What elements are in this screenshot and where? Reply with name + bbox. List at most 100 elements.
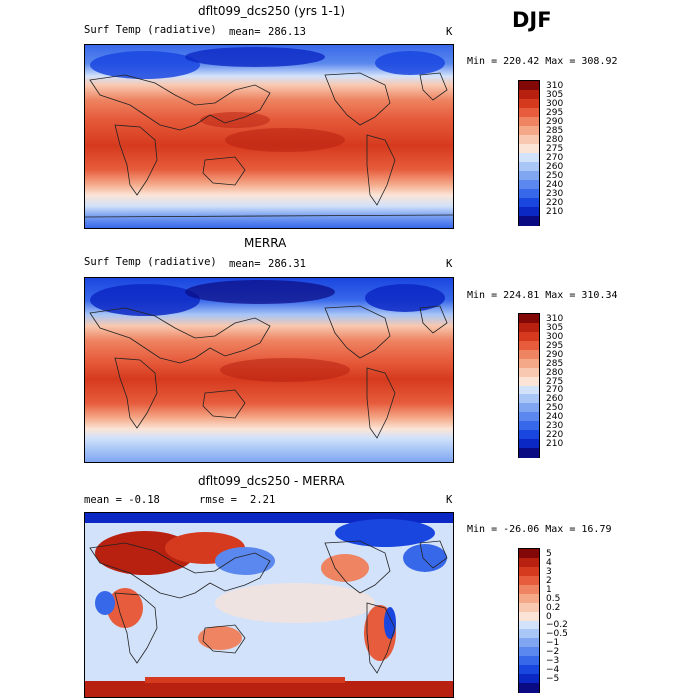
colorbar-box: [519, 189, 539, 199]
colorbar-tick-label: 285: [546, 126, 564, 136]
colorbar-tick-label: 1: [546, 584, 552, 595]
colorbar-box: [519, 584, 539, 595]
panel-1-map: [84, 44, 454, 229]
colorbar-box: [519, 575, 539, 586]
season-label: DJF: [512, 8, 552, 32]
panel-2-map: [84, 277, 454, 463]
colorbar-tick-label: −0.2: [546, 620, 568, 631]
colorbar-box: [519, 593, 539, 604]
panel-1-mean-label: mean=: [229, 26, 261, 38]
colorbar-box: [519, 557, 539, 568]
colorbar-box: [519, 448, 539, 458]
colorbar-tick-label: 230: [546, 421, 564, 432]
colorbar-box: [519, 421, 539, 431]
colorbar-box: [519, 135, 539, 145]
panel-1-title: dflt099_dcs250 (yrs 1-1): [198, 4, 346, 18]
colorbar-tick-label: 3: [546, 566, 552, 577]
colorbar-box: [519, 81, 539, 91]
colorbar-box: [519, 566, 539, 577]
colorbar-box: [519, 162, 539, 172]
panel-2-units: K: [446, 258, 453, 270]
colorbar-box: [519, 665, 539, 675]
colorbar-box: [519, 322, 539, 333]
colorbar-box: [519, 144, 539, 154]
panel-3-units: K: [446, 494, 453, 506]
colorbar-tick-label: 210: [546, 207, 564, 217]
colorbar-box: [519, 180, 539, 190]
colorbar-box: [519, 331, 539, 342]
panel-3-mean-label: mean = -0.18: [84, 494, 160, 506]
panel-3-colorbar: [518, 548, 540, 693]
colorbar-tick-label: 270: [546, 153, 564, 163]
colorbar-box: [519, 412, 539, 422]
colorbar-box: [519, 376, 539, 386]
panel-2-minmax: Min = 224.81 Max = 310.34: [467, 290, 618, 301]
panel-3-title: dflt099_dcs250 - MERRA: [198, 474, 345, 488]
panel-1-map-svg: [84, 45, 454, 228]
colorbar-tick-label: −4: [546, 665, 560, 676]
panel-2-colorbar: [518, 313, 540, 458]
colorbar-tick-label: 305: [546, 90, 564, 100]
colorbar-tick-label: 240: [546, 180, 564, 190]
colorbar-tick-label: 230: [546, 189, 564, 199]
colorbar-tick-label: 2: [546, 575, 552, 586]
colorbar-tick-label: 0: [546, 611, 552, 622]
colorbar-box: [519, 207, 539, 217]
colorbar-tick-label: 220: [546, 198, 564, 208]
colorbar-tick-label: 295: [546, 340, 564, 351]
panel-1-field-label: Surf Temp (radiative): [84, 24, 217, 36]
colorbar-box: [519, 99, 539, 109]
colorbar-tick-label: 250: [546, 171, 564, 181]
colorbar-tick-label: 280: [546, 135, 564, 145]
colorbar-box: [519, 439, 539, 449]
colorbar-box: [519, 611, 539, 621]
colorbar-box: [519, 629, 539, 639]
colorbar-box: [519, 683, 539, 693]
colorbar-box: [519, 394, 539, 404]
panel-1-units: K: [446, 26, 453, 38]
colorbar-tick-label: 290: [546, 349, 564, 360]
colorbar-box: [519, 358, 539, 369]
colorbar-tick-label: 300: [546, 331, 564, 342]
panel-1-minmax: Min = 220.42 Max = 308.92: [467, 56, 618, 67]
colorbar-tick-label: 4: [546, 557, 552, 568]
colorbar-tick-label: 260: [546, 394, 564, 405]
colorbar-tick-label: 280: [546, 367, 564, 378]
colorbar-tick-label: −3: [546, 656, 560, 667]
colorbar-box: [519, 340, 539, 351]
colorbar-tick-label: 275: [546, 144, 564, 154]
colorbar-tick-label: 295: [546, 108, 564, 118]
colorbar-box: [519, 90, 539, 100]
colorbar-tick-label: 290: [546, 117, 564, 127]
colorbar-tick-label: −1: [546, 638, 560, 649]
panel-3-rmse-value: 2.21: [250, 494, 276, 506]
colorbar-box: [519, 549, 539, 559]
colorbar-tick-label: 270: [546, 385, 564, 396]
colorbar-box: [519, 367, 539, 378]
colorbar-box: [519, 638, 539, 648]
panel-3-map: [84, 512, 454, 698]
colorbar-box: [519, 198, 539, 208]
colorbar-tick-label: 5: [546, 548, 552, 559]
colorbar-box: [519, 385, 539, 395]
colorbar-box: [519, 403, 539, 413]
colorbar-box: [519, 602, 539, 613]
panel-1-mean-value: 286.13: [268, 26, 306, 38]
colorbar-tick-label: 0.2: [546, 602, 561, 613]
colorbar-tick-label: 300: [546, 99, 564, 109]
panel-2-map-svg: [85, 278, 453, 462]
colorbar-box: [519, 430, 539, 440]
colorbar-box: [519, 647, 539, 657]
colorbar-tick-label: 220: [546, 430, 564, 441]
colorbar-tick-label: −0.5: [546, 629, 568, 640]
colorbar-box: [519, 153, 539, 163]
colorbar-box: [519, 620, 539, 630]
colorbar-box: [519, 314, 539, 324]
panel-2-mean-value: 286.31: [268, 258, 306, 270]
panel-1-colorbar: [518, 80, 540, 226]
colorbar-tick-label: 0.5: [546, 593, 561, 604]
colorbar-box: [519, 117, 539, 127]
colorbar-tick-label: 310: [546, 81, 564, 91]
colorbar-box: [519, 108, 539, 118]
